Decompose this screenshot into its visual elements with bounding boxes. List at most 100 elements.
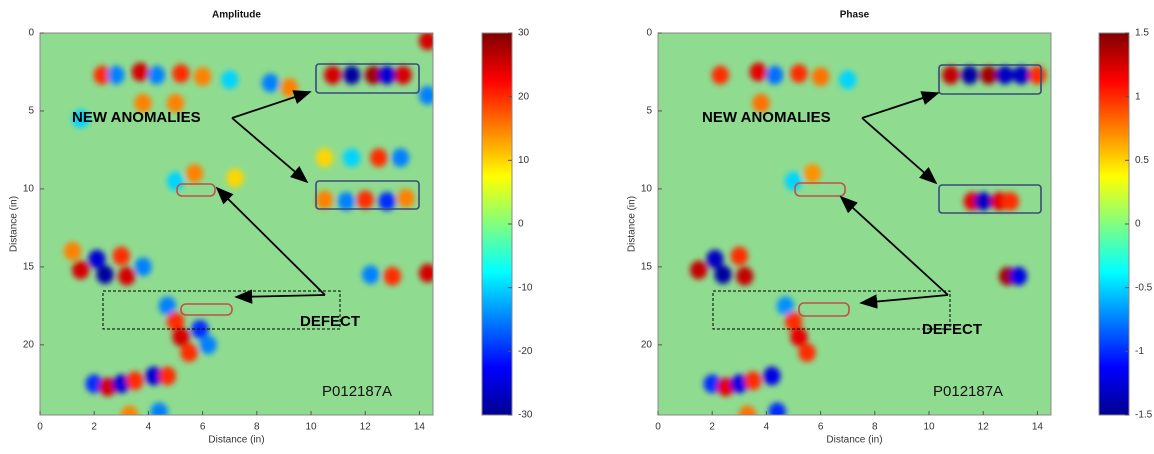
cell — [315, 190, 334, 210]
cell — [383, 266, 402, 286]
cell — [784, 312, 803, 331]
cell — [1009, 266, 1028, 286]
cell — [714, 265, 732, 285]
plot-area — [658, 33, 1051, 415]
cell — [703, 374, 721, 394]
chart-title: Amplitude — [212, 10, 261, 21]
cell — [145, 366, 163, 386]
y-tick-label: 10 — [23, 184, 35, 195]
cell — [996, 65, 1014, 85]
axes-frame — [39, 32, 434, 416]
cell — [337, 192, 355, 211]
cell — [1012, 65, 1030, 85]
anomaly-box — [938, 64, 1042, 95]
cell — [811, 67, 830, 87]
cell — [150, 402, 168, 415]
cell — [752, 93, 770, 113]
defect-box — [798, 302, 850, 317]
y-tick-label: 20 — [641, 339, 653, 350]
cell — [765, 65, 784, 85]
x-tick-label: 6 — [200, 422, 206, 433]
colorbar-tick-label: 20 — [518, 91, 530, 102]
defect-region — [102, 290, 341, 330]
cell — [112, 374, 130, 394]
cell — [107, 65, 125, 85]
cell — [1001, 192, 1020, 211]
x-tick-label: 12 — [360, 422, 372, 433]
cell — [418, 33, 433, 51]
y-tick-label: 0 — [28, 28, 34, 39]
defect-box — [794, 182, 846, 197]
cell — [942, 65, 960, 85]
cell — [324, 65, 342, 85]
cell — [118, 266, 136, 286]
cell — [768, 402, 786, 415]
y-tick-label: 20 — [23, 339, 35, 350]
colorbar-tick-label: -1.5 — [1135, 410, 1153, 421]
colorbar — [481, 32, 513, 416]
cell — [172, 64, 190, 83]
x-axis-label: Distance (in) — [208, 435, 264, 446]
colorbar-tick-label: 10 — [518, 155, 530, 166]
anomaly-box — [315, 63, 420, 94]
x-tick-label: 6 — [818, 422, 824, 433]
x-tick-label: 12 — [978, 422, 990, 433]
arrow — [859, 294, 949, 309]
cell — [120, 405, 139, 415]
colorbar-tick-label: 30 — [518, 28, 530, 39]
cell — [280, 78, 299, 97]
cell — [261, 73, 280, 93]
cell — [166, 171, 185, 191]
cell — [397, 188, 415, 208]
colorbar-tick-label: -1 — [1135, 346, 1144, 357]
cell — [738, 405, 757, 415]
x-tick-label: 0 — [655, 422, 661, 433]
cell — [378, 65, 396, 85]
cell — [180, 343, 198, 362]
annotations: NEW ANOMALIES DEFECT P012187A NEW ANOMAL… — [72, 63, 1042, 400]
cell — [134, 257, 152, 277]
axes-frame — [657, 32, 1052, 416]
cell — [315, 148, 334, 168]
cell — [147, 65, 166, 85]
colorbar-tick-label: -30 — [518, 410, 533, 421]
arrow — [231, 117, 309, 184]
cell — [418, 86, 433, 105]
annotation: DEFECT — [300, 313, 360, 330]
cell — [126, 371, 144, 391]
colorbar — [1098, 32, 1130, 416]
cell — [736, 266, 754, 286]
cell — [711, 65, 730, 85]
y-tick-label: 5 — [28, 106, 34, 117]
cell — [689, 260, 708, 280]
cell — [803, 163, 822, 183]
cell — [131, 62, 149, 82]
cell — [749, 62, 767, 82]
chart-title: Phase — [840, 10, 870, 21]
colorbar-tick-label: 0 — [1135, 219, 1141, 230]
cell — [88, 249, 106, 269]
cell — [172, 327, 190, 347]
cell — [839, 70, 857, 90]
cell — [717, 377, 735, 397]
plot-area — [40, 33, 433, 415]
cell — [378, 192, 396, 211]
x-tick-label: 10 — [305, 422, 317, 433]
cell — [394, 65, 412, 85]
x-tick-label: 8 — [872, 422, 878, 433]
x-tick-label: 2 — [91, 422, 97, 433]
cell — [226, 168, 244, 188]
colorbar-tick-label: -20 — [518, 346, 533, 357]
cell — [790, 64, 808, 83]
x-tick-label: 4 — [146, 422, 152, 433]
x-tick-label: 14 — [414, 422, 426, 433]
colorbar-tick-label: -10 — [518, 282, 533, 293]
cell — [158, 366, 177, 386]
cell — [99, 377, 117, 397]
cell — [96, 265, 114, 285]
x-tick-label: 8 — [254, 422, 260, 433]
arrow — [861, 91, 940, 119]
cell — [798, 343, 816, 362]
anomaly-box — [938, 184, 1042, 214]
